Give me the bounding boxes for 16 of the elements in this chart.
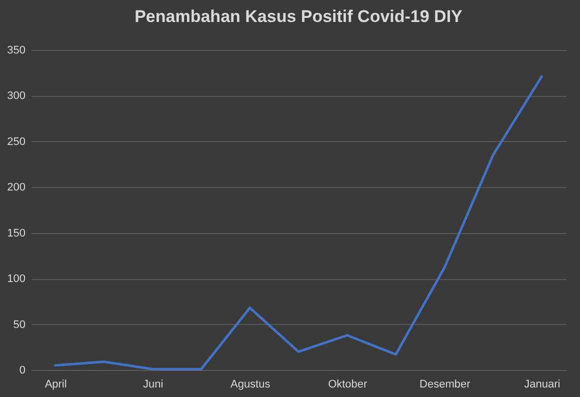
y-tick-label: 250 — [7, 136, 26, 148]
y-tick-label: 150 — [7, 227, 26, 240]
x-tick-label: Oktober — [328, 378, 368, 390]
x-tick-label: April — [44, 378, 67, 390]
x-tick-label: Agustus — [230, 378, 271, 390]
x-tick-label: Juni — [142, 378, 164, 390]
y-tick-label: 0 — [19, 364, 26, 376]
y-tick-label: 350 — [7, 44, 26, 56]
line-series — [54, 75, 543, 370]
y-tick-label: 200 — [7, 182, 26, 194]
x-tick-label: Januari — [524, 378, 560, 390]
y-tick-label: 100 — [7, 273, 26, 286]
y-tick-label: 300 — [7, 90, 26, 102]
y-tick-label: 50 — [13, 318, 26, 331]
chart-title: Penambahan Kasus Positif Covid-19 DIY — [134, 7, 464, 26]
x-tick-label: Desember — [420, 378, 471, 390]
